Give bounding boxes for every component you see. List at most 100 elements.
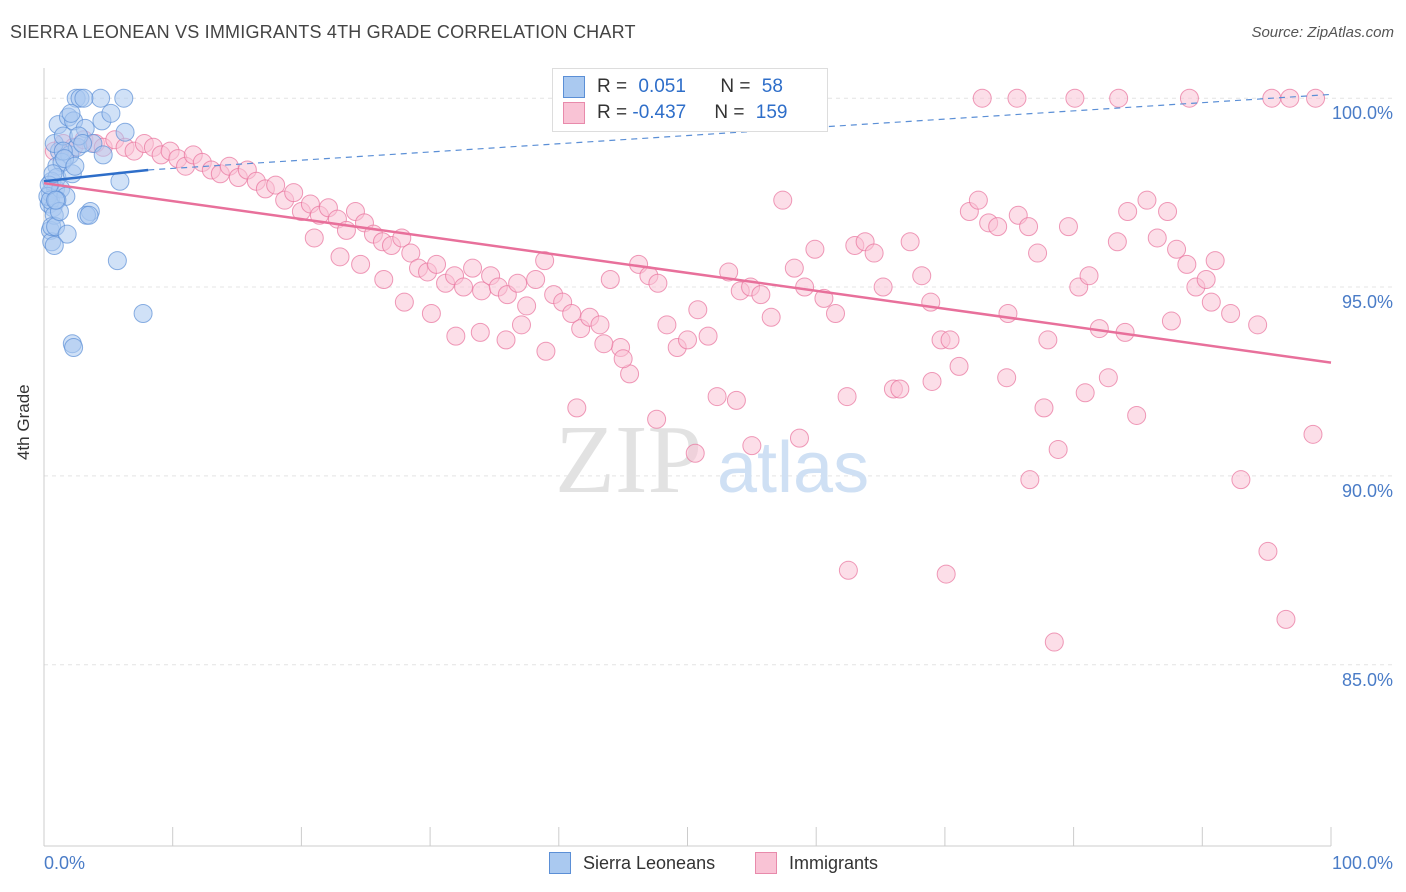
point-immigrants (900, 232, 920, 252)
y-axis-label: 4th Grade (14, 384, 33, 460)
legend-swatch-pink (563, 102, 585, 124)
point-immigrants (1205, 251, 1225, 271)
chart-source: Source: ZipAtlas.com (1251, 24, 1394, 41)
point-immigrants (304, 228, 324, 248)
point-immigrants (1007, 88, 1027, 108)
point-immigrants (508, 273, 528, 293)
legend-row-sierra-leoneans: R = 0.051 N = 58 (563, 75, 783, 99)
point-sierra-leoneans (107, 251, 127, 271)
point-immigrants (1028, 243, 1048, 263)
point-immigrants (1179, 88, 1199, 108)
point-immigrants (1158, 202, 1178, 222)
point-immigrants (1231, 470, 1251, 490)
point-immigrants (678, 330, 697, 350)
point-immigrants (657, 315, 677, 335)
bottom-legend-swatch-blue (549, 852, 571, 874)
point-immigrants (647, 409, 667, 429)
legend-r-value: 0.051 (638, 76, 686, 97)
point-immigrants (707, 387, 727, 407)
point-immigrants (517, 296, 537, 316)
legend-n-value: 58 (761, 76, 783, 97)
stats-legend: R = 0.051 N = 58 R = -0.437 N = 159 (552, 68, 828, 132)
point-immigrants (1248, 315, 1268, 335)
bottom-legend-label: Sierra Leoneans (583, 852, 716, 873)
point-immigrants (1038, 330, 1058, 350)
point-sierra-leoneans (74, 88, 94, 108)
point-immigrants (446, 326, 466, 346)
point-immigrants (535, 251, 555, 271)
point-immigrants (648, 273, 668, 293)
point-sierra-leoneans (57, 224, 77, 244)
point-immigrants (922, 371, 942, 391)
point-immigrants (998, 303, 1018, 323)
point-immigrants (1048, 439, 1068, 459)
point-immigrants (470, 322, 490, 342)
point-immigrants (912, 266, 932, 286)
point-immigrants (511, 315, 531, 335)
point-immigrants (463, 258, 483, 278)
bottom-legend-label: Immigrants (789, 852, 879, 873)
point-immigrants (600, 269, 620, 289)
x-tick-label-max: 100.0% (1331, 853, 1393, 873)
point-immigrants (1079, 266, 1099, 286)
trend-line-sierra-leoneans (43, 168, 149, 183)
point-immigrants (826, 303, 846, 323)
point-immigrants (1196, 269, 1216, 289)
point-immigrants (742, 436, 762, 456)
point-sierra-leoneans (115, 122, 135, 142)
point-immigrants (330, 247, 350, 267)
point-immigrants (1098, 368, 1118, 388)
legend-n-label: N = (720, 76, 756, 97)
point-immigrants (1221, 303, 1241, 323)
point-immigrants (1044, 632, 1064, 652)
point-immigrants (726, 390, 746, 410)
point-immigrants (997, 368, 1017, 388)
point-sierra-leoneans (64, 337, 84, 357)
point-immigrants (1201, 292, 1221, 312)
legend-r-value: -0.437 (632, 102, 687, 123)
legend-n-label: N = (714, 102, 750, 123)
gridlines (44, 97, 1394, 666)
legend-r-label: R = (597, 102, 633, 123)
point-immigrants (936, 564, 956, 584)
x-tick-label-min: 0.0% (44, 853, 86, 873)
point-immigrants (1280, 88, 1300, 108)
point-immigrants (613, 349, 633, 369)
point-sierra-leoneans (61, 103, 81, 123)
point-sierra-leoneans (133, 303, 153, 323)
point-immigrants (1167, 239, 1187, 259)
point-immigrants (421, 303, 441, 323)
point-immigrants (351, 254, 371, 274)
point-immigrants (751, 285, 771, 305)
point-immigrants (988, 217, 1008, 237)
bottom-legend-immigrants: Immigrants (755, 852, 878, 874)
point-immigrants (838, 560, 858, 580)
point-sierra-leoneans (110, 171, 130, 191)
point-immigrants (789, 428, 809, 448)
point-immigrants (1107, 232, 1127, 252)
trend-lines (43, 93, 1332, 364)
point-immigrants (567, 398, 587, 418)
point-immigrants (374, 269, 394, 289)
legend-r-label: R = (597, 76, 633, 97)
point-immigrants (1019, 217, 1039, 237)
bottom-legend-swatch-pink (755, 852, 777, 874)
point-immigrants (873, 277, 893, 297)
y-tick-label: 100.0% (1331, 103, 1393, 124)
point-immigrants (526, 269, 546, 289)
point-immigrants (1306, 88, 1326, 108)
point-immigrants (698, 326, 718, 346)
point-immigrants (949, 356, 969, 376)
point-immigrants (784, 258, 804, 278)
point-immigrants (427, 254, 447, 274)
point-sierra-leoneans (79, 205, 99, 225)
point-immigrants (1058, 217, 1078, 237)
point-sierra-leoneans (46, 190, 66, 210)
point-immigrants (864, 243, 884, 263)
point-immigrants (1109, 88, 1129, 108)
point-immigrants (1177, 254, 1197, 274)
watermark: ZIP atlas (555, 406, 869, 514)
point-immigrants (1127, 405, 1147, 425)
point-immigrants (688, 300, 708, 320)
